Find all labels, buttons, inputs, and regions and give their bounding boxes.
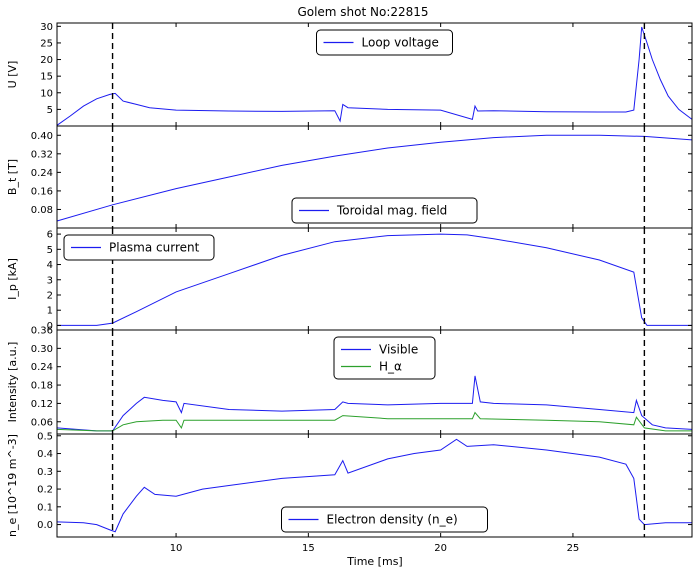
ytick-label-1-0: 0.08 (31, 205, 53, 216)
legend-label-2-0: Plasma current (109, 241, 200, 255)
series-line-2-0 (57, 233, 692, 326)
y-axis-label-4: n_e [10^19 m^-3] (6, 434, 19, 537)
ytick-label-1-2: 0.24 (31, 168, 53, 179)
xtick-label-2: 20 (434, 543, 447, 554)
ytick-label-2-2: 2 (47, 290, 53, 301)
panel-4: 0.0 0.1 0.2 0.3 0.4 0.5 n_e [10^19 m^-3] Electr… (6, 431, 693, 538)
panel-0: 5 10 15 20 25 30 U [V] Loop voltage (6, 22, 693, 127)
legend-box-2 (63, 234, 215, 261)
legend-1: Toroidal mag. field (291, 197, 478, 224)
legend-box-0 (316, 29, 453, 56)
ytick-label-1-3: 0.32 (31, 149, 53, 160)
series-line-4-0 (56, 438, 692, 533)
x-tick-labels: 10 15 20 25 (170, 543, 580, 554)
ytick-label-2-1: 1 (47, 306, 53, 317)
panel-frame-4 (56, 433, 693, 538)
ytick-label-3-3: 0.24 (31, 362, 53, 373)
ytick-label-3-0: 0.06 (31, 417, 53, 428)
panel-2: 0 1 2 3 4 5 6 I_p [kA] Plasma current (6, 227, 693, 332)
ytick-label-0-4: 25 (40, 38, 53, 49)
legend-label-0-0: Loop voltage (362, 36, 439, 50)
ytick-label-0-1: 10 (40, 88, 53, 99)
panel-1: 0.08 0.16 0.24 0.32 0.40 B_t [T] Toroidal mag.… (6, 125, 693, 229)
legend-label-4-0: Electron density (n_e) (327, 513, 458, 527)
ytick-label-3-2: 0.18 (31, 381, 53, 392)
legend-3: Visible H_α (333, 336, 436, 380)
xtick-label-0: 10 (170, 543, 183, 554)
chart-title: Golem shot No:22815 (297, 5, 428, 19)
legend-label-3-1: H_α (379, 360, 402, 374)
legend-label-1-0: Toroidal mag. field (336, 204, 447, 218)
series-line-3-0 (56, 375, 693, 432)
y-axis-label-3: Intensity [a.u.] (6, 342, 19, 423)
legend-0: Loop voltage (316, 29, 453, 56)
ytick-label-0-5: 30 (40, 22, 53, 33)
ytick-label-1-1: 0.16 (31, 186, 53, 197)
ytick-label-2-3: 3 (47, 275, 53, 286)
ytick-label-2-4: 4 (47, 260, 53, 271)
ytick-label-2-6: 6 (47, 230, 53, 241)
ytick-label-4-1: 0.1 (37, 502, 53, 513)
ytick-label-0-2: 15 (40, 72, 53, 83)
x-axis-label: Time [ms] (346, 555, 402, 568)
y-axis-label-1: B_t [T] (6, 159, 19, 195)
ytick-label-4-5: 0.5 (37, 431, 53, 442)
y-axis-label-2: I_p [kA] (6, 258, 19, 300)
legend-box-3 (333, 336, 436, 380)
series-line-3-1 (56, 411, 692, 432)
y-axis-label-0: U [V] (6, 61, 19, 89)
ytick-label-3-1: 0.12 (31, 399, 53, 410)
xtick-label-3: 25 (567, 543, 580, 554)
legend-4: Electron density (n_e) (281, 506, 488, 533)
ytick-label-4-4: 0.4 (37, 449, 53, 460)
ytick-label-0-3: 20 (40, 55, 53, 66)
ytick-label-4-0: 0.0 (37, 520, 53, 531)
ytick-label-3-5: 0.36 (31, 326, 53, 337)
ytick-label-2-0: 0 (47, 321, 53, 332)
xtick-label-1: 15 (302, 543, 315, 554)
series-line-1-0 (56, 134, 693, 222)
legend-label-3-0: Visible (379, 343, 418, 357)
legend-box-4 (281, 506, 488, 533)
ytick-label-4-2: 0.2 (37, 485, 53, 496)
ytick-label-0-0: 5 (47, 105, 53, 116)
ytick-label-2-5: 5 (47, 245, 53, 256)
ytick-label-4-3: 0.3 (37, 467, 53, 478)
ytick-label-3-4: 0.30 (31, 344, 53, 355)
ytick-label-1-4: 0.40 (31, 131, 53, 142)
legend-box-1 (291, 197, 478, 224)
legend-2: Plasma current (63, 234, 215, 261)
panel-3: 0.06 0.12 0.18 0.24 0.30 0.36 Intensity [a.u.]… (6, 326, 693, 435)
